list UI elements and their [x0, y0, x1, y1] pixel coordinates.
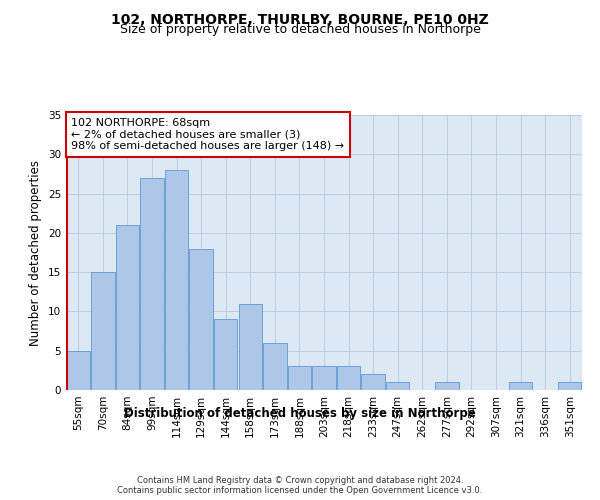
Bar — [140, 178, 164, 390]
Bar — [509, 382, 532, 390]
Bar — [263, 343, 287, 390]
Text: 102, NORTHORPE, THURLBY, BOURNE, PE10 0HZ: 102, NORTHORPE, THURLBY, BOURNE, PE10 0H… — [111, 12, 489, 26]
Text: Distribution of detached houses by size in Northorpe: Distribution of detached houses by size … — [124, 408, 476, 420]
Bar — [165, 170, 188, 390]
Bar — [116, 225, 139, 390]
Bar — [239, 304, 262, 390]
Bar — [214, 320, 238, 390]
Bar — [91, 272, 115, 390]
Y-axis label: Number of detached properties: Number of detached properties — [29, 160, 43, 346]
Bar — [313, 366, 335, 390]
Text: Contains HM Land Registry data © Crown copyright and database right 2024.
Contai: Contains HM Land Registry data © Crown c… — [118, 476, 482, 495]
Bar — [558, 382, 581, 390]
Bar — [288, 366, 311, 390]
Bar — [435, 382, 458, 390]
Bar — [67, 350, 90, 390]
Bar — [361, 374, 385, 390]
Text: 102 NORTHORPE: 68sqm
← 2% of detached houses are smaller (3)
98% of semi-detache: 102 NORTHORPE: 68sqm ← 2% of detached ho… — [71, 118, 344, 151]
Bar — [190, 248, 213, 390]
Bar — [337, 366, 360, 390]
Text: Size of property relative to detached houses in Northorpe: Size of property relative to detached ho… — [119, 22, 481, 36]
Bar — [386, 382, 409, 390]
